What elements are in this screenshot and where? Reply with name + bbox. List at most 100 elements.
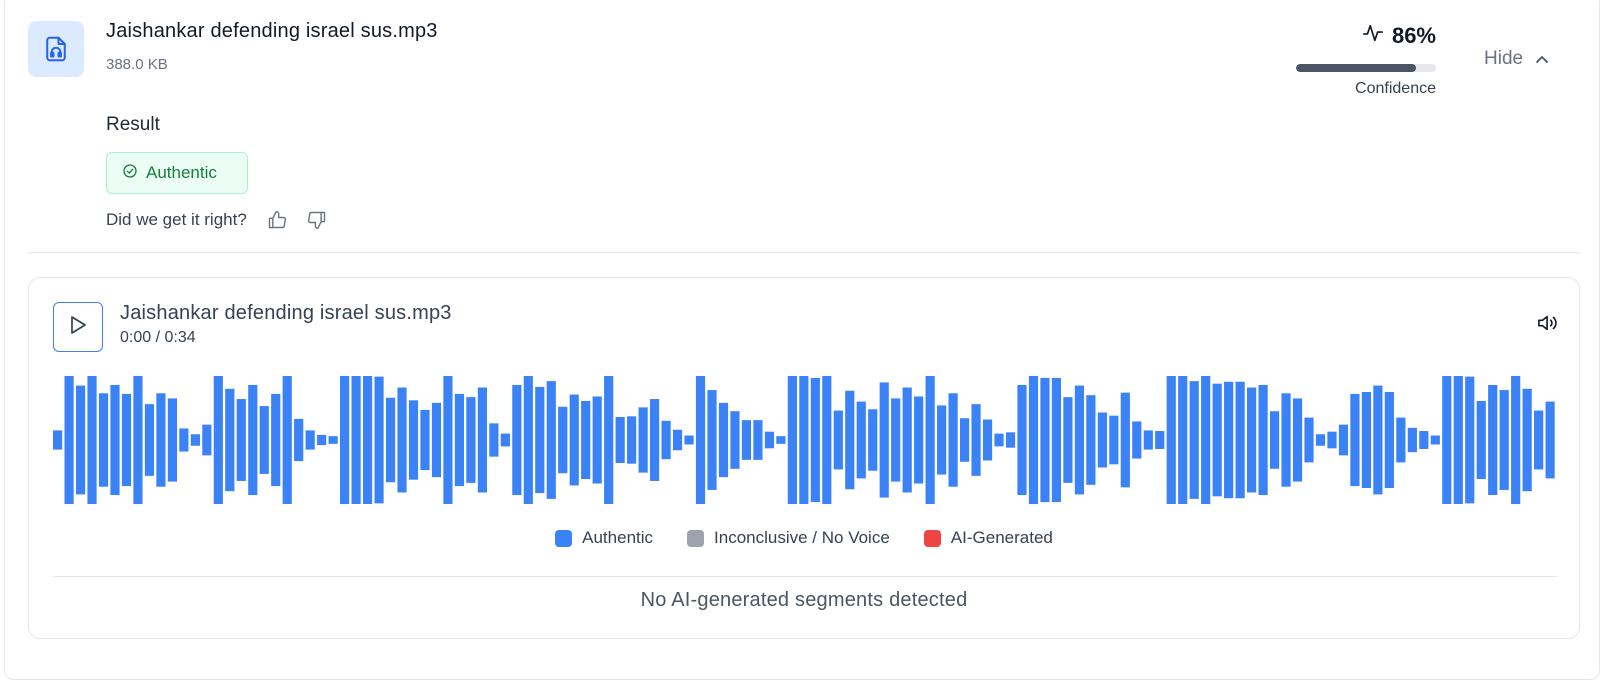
waveform-bar — [707, 390, 717, 490]
waveform-bar — [466, 397, 476, 483]
hide-label: Hide — [1484, 48, 1524, 69]
waveform-bar — [1189, 381, 1199, 499]
waveform-bar — [87, 376, 97, 504]
waveform-bar — [730, 411, 740, 469]
waveform-bar — [868, 409, 878, 471]
waveform-bar — [1407, 427, 1417, 453]
waveform-bar — [1373, 385, 1383, 495]
waveform-bar — [53, 430, 63, 450]
waveform-bar — [1534, 410, 1544, 470]
waveform-bar — [179, 428, 189, 452]
waveform-bar — [937, 405, 947, 475]
waveform-bar — [661, 420, 671, 460]
waveform-bar — [1109, 415, 1119, 465]
waveform-bar — [604, 376, 614, 504]
waveform-bar — [133, 376, 143, 504]
waveform-bar — [236, 399, 246, 481]
waveform-bar — [1350, 393, 1360, 487]
waveform-bar — [454, 393, 465, 487]
waveform-bar — [879, 382, 889, 498]
audio-player: Jaishankar defending israel sus.mp3 0:00… — [28, 277, 1580, 639]
waveform-bar — [1247, 387, 1257, 493]
waveform-bar — [167, 398, 177, 482]
waveform-bar — [741, 420, 752, 460]
waveform-bar — [535, 386, 545, 494]
waveform-bar — [1097, 412, 1107, 468]
feedback-row: Did we get it right? — [106, 210, 327, 230]
waveform-bar — [1396, 417, 1406, 463]
waveform-bar — [408, 400, 419, 480]
waveform-bar — [202, 424, 212, 456]
waveform-bar — [994, 433, 1004, 447]
waveform-bar — [489, 423, 499, 457]
waveform-bar — [971, 404, 981, 476]
thumbs-up-icon[interactable] — [267, 210, 287, 230]
waveform-legend: Authentic Inconclusive / No Voice AI-Gen… — [29, 528, 1579, 548]
thumbs-down-icon[interactable] — [307, 210, 327, 230]
waveform-bar — [1522, 388, 1532, 492]
waveform-bar — [1028, 376, 1039, 504]
waveform-bar — [776, 436, 786, 444]
hide-button[interactable]: Hide — [1484, 48, 1549, 70]
chevron-up-icon — [1535, 48, 1549, 70]
waveform-bar — [925, 376, 935, 504]
detection-status: No AI-generated segments detected — [640, 589, 968, 611]
waveform-bar — [787, 376, 797, 504]
waveform-bar — [1281, 393, 1291, 487]
waveform-bar — [753, 420, 763, 460]
waveform-bar — [1511, 376, 1521, 504]
track-name: Jaishankar defending israel sus.mp3 — [120, 302, 452, 324]
waveform-bar — [1384, 392, 1394, 488]
player-divider — [53, 576, 1557, 577]
confidence-bar — [1296, 64, 1436, 72]
waveform-bar — [592, 396, 602, 484]
waveform-bar — [1178, 376, 1188, 504]
waveform-bar — [1292, 398, 1303, 482]
authentic-badge: Authentic — [106, 152, 248, 194]
result-heading: Result — [106, 114, 160, 135]
waveform-bar — [718, 402, 729, 478]
waveform[interactable] — [53, 376, 1557, 504]
legend-label: AI-Generated — [950, 528, 1053, 547]
waveform-bar — [431, 402, 442, 478]
waveform-bar — [810, 377, 820, 503]
legend-label: Authentic — [582, 528, 654, 547]
audio-file-icon — [28, 21, 84, 77]
legend-swatch — [687, 529, 705, 547]
waveform-bar — [1545, 401, 1555, 479]
waveform-bar — [1338, 424, 1349, 456]
waveform-bar — [799, 376, 809, 504]
waveform-bar — [1499, 390, 1509, 490]
waveform-bar — [833, 410, 843, 470]
waveform-bar — [650, 399, 660, 481]
waveform-bar — [144, 404, 155, 476]
waveform-bar — [684, 435, 694, 445]
waveform-bar — [1327, 431, 1337, 449]
waveform-bar — [362, 376, 373, 504]
waveform-bar — [385, 397, 396, 483]
file-size: 388.0 KB — [106, 56, 168, 73]
waveform-bar — [1476, 400, 1486, 480]
waveform-bar — [1040, 377, 1050, 503]
waveform-bar — [1304, 417, 1314, 463]
confidence-value: 86% — [1391, 22, 1436, 48]
waveform-bar — [1132, 421, 1142, 459]
waveform-bar — [64, 376, 74, 504]
waveform-bar — [1488, 384, 1498, 496]
waveform-bar — [121, 393, 132, 487]
confidence-label: Confidence — [1355, 80, 1436, 97]
waveform-bar — [1315, 434, 1326, 446]
play-button[interactable] — [53, 302, 103, 352]
volume-button[interactable] — [1537, 313, 1559, 338]
waveform-bar — [351, 376, 361, 504]
waveform-bar — [317, 434, 327, 446]
waveform-bar — [340, 376, 350, 504]
waveform-bar — [891, 398, 901, 482]
waveform-bar — [1005, 432, 1016, 448]
waveform-bar — [1465, 376, 1475, 504]
legend-swatch — [555, 529, 573, 547]
waveform-bar — [225, 388, 235, 492]
waveform-bar — [305, 430, 315, 450]
waveform-bar — [98, 393, 109, 487]
legend-swatch — [923, 529, 941, 547]
